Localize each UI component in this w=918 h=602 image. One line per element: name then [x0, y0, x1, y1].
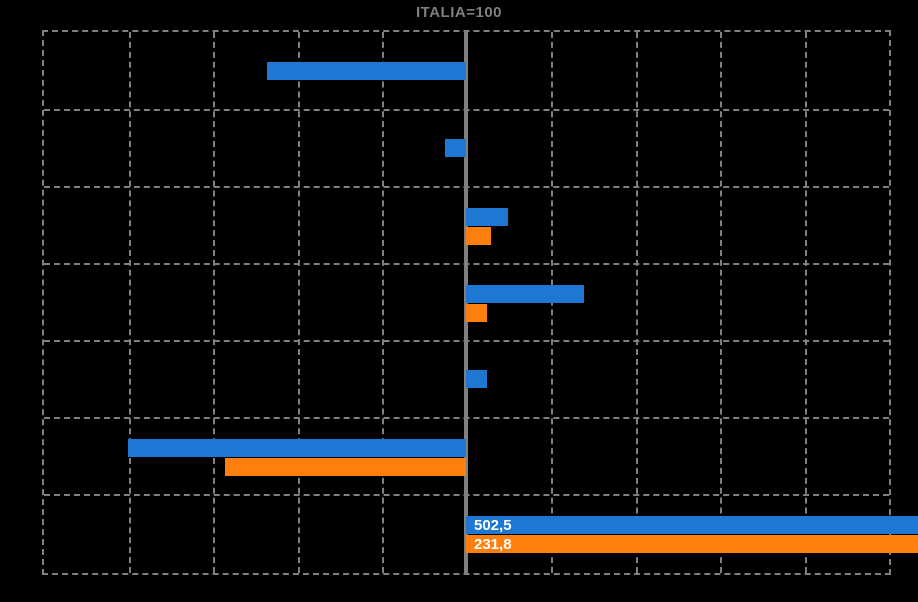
bar-blue [445, 139, 466, 157]
bar-blue [466, 208, 508, 226]
gridline-vertical [720, 32, 722, 573]
bar-orange [225, 458, 466, 476]
gridline-horizontal [44, 494, 889, 496]
bar-orange [466, 535, 918, 553]
bar-label: 231,8 [474, 536, 512, 553]
gridline-vertical [298, 32, 300, 573]
gridline-horizontal [44, 263, 889, 265]
gridline-horizontal [44, 186, 889, 188]
bar-label: 502,5 [474, 517, 512, 534]
chart-title: ITALIA=100 [0, 4, 918, 21]
bar-blue [128, 439, 466, 457]
gridline-vertical [382, 32, 384, 573]
gridline-vertical [805, 32, 807, 573]
gridline-horizontal [44, 340, 889, 342]
gridline-horizontal [44, 109, 889, 111]
bar-blue [267, 62, 466, 80]
gridline-vertical [213, 32, 215, 573]
bar-blue [466, 285, 584, 303]
gridline-horizontal [44, 417, 889, 419]
gridline-vertical [551, 32, 553, 573]
bar-orange [466, 304, 487, 322]
gridline-vertical [129, 32, 131, 573]
bar-blue [466, 516, 918, 534]
bar-blue [466, 370, 487, 388]
gridline-vertical [636, 32, 638, 573]
bar-orange [466, 227, 491, 245]
chart-plot-area: 502,5 231,8 [42, 30, 891, 575]
